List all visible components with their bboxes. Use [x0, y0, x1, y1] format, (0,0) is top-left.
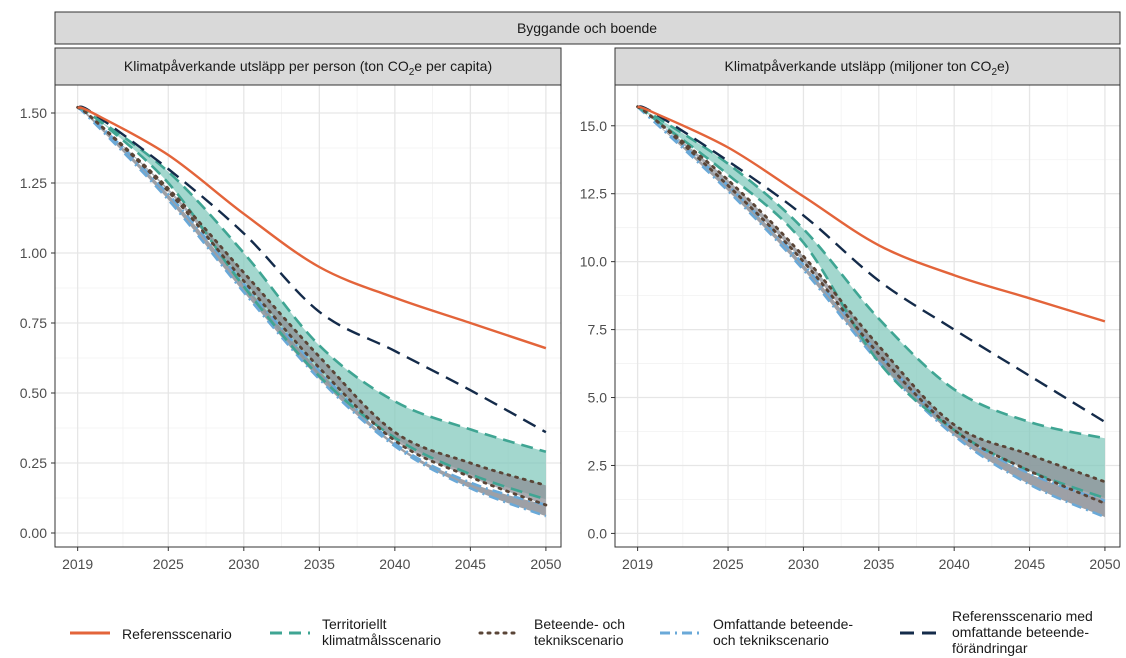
panel-border	[614, 84, 1121, 548]
legend-label-bt: Beteende- och teknikscenario	[534, 616, 625, 648]
legend-label-line: Referensscenario	[122, 626, 232, 642]
line-territoriellt-upper	[636, 105, 1106, 440]
y-tick-label: 0.00	[20, 525, 47, 541]
legend: Referensscenario Territoriellt klimatmålss…	[70, 608, 1093, 656]
y-tick-label: 1.00	[20, 245, 47, 261]
legend-label-obt: Omfattande beteende-och teknikscenario	[713, 616, 853, 648]
x-tick-label: 2019	[622, 556, 653, 572]
panel-per-capita: 0.00 0.25 0.50 0.75 1.00 1.25 1.50 2019 2025 2030…	[20, 84, 562, 572]
y-tick-label: 15.0	[580, 118, 607, 134]
panel-border	[54, 84, 562, 548]
legend-label-refb: Referensscenario med omfattande beteende-…	[952, 608, 1093, 656]
line-territoriellt-upper	[77, 106, 547, 454]
x-tick-label: 2045	[1014, 556, 1045, 572]
x-tick-label: 2050	[1089, 556, 1120, 572]
line-omfattande-upper	[636, 105, 1106, 503]
main-strip	[54, 11, 1121, 45]
band-territoriellt	[637, 106, 1105, 499]
legend-label-line: Referensscenario med	[952, 608, 1093, 624]
y-tick-label: 10.0	[580, 254, 607, 270]
x-tick-label: 2040	[939, 556, 970, 572]
y-tick-label: 1.25	[20, 175, 47, 191]
legend-label-line: förändringar	[952, 640, 1028, 656]
y-tick-label: 0.25	[20, 455, 47, 471]
y-tick-label: 5.0	[588, 390, 608, 406]
line-omfattande-lower	[76, 106, 547, 518]
legend-label-ref: Referensscenario	[122, 626, 232, 642]
x-tick-label: 2040	[379, 556, 410, 572]
line-referens-beteende	[77, 105, 547, 434]
band-beteende-teknik	[77, 107, 546, 506]
legend-label-line: Territoriellt	[322, 616, 387, 632]
panel-total: 0.0 2.5 5.0 7.5 10.0 12.5 15.0 2019 2025 2030 2035…	[580, 84, 1121, 572]
x-tick-label: 2030	[788, 556, 819, 572]
x-tick-label: 2035	[304, 556, 335, 572]
panel-1-strip	[54, 47, 562, 86]
panel-2-strip	[614, 47, 1121, 86]
x-tick-label: 2019	[62, 556, 93, 572]
legend-label-line: klimatmålsscenario	[322, 632, 441, 648]
x-tick-label: 2025	[712, 556, 743, 572]
band-omfattande	[637, 106, 1105, 518]
panel-2-title: Klimatpåverkande utsläpp (miljoner ton C…	[725, 58, 1010, 78]
x-tick-label: 2030	[228, 556, 259, 572]
line-territoriellt-lower	[77, 106, 547, 501]
x-tick-label: 2025	[153, 556, 184, 572]
y-tick-label: 0.75	[20, 315, 47, 331]
main-title: Byggande och boende	[517, 20, 657, 36]
line-beteende-upper	[76, 106, 548, 487]
y-tick-label: 1.50	[20, 105, 47, 121]
line-referensscenario	[637, 105, 1106, 323]
legend-label-line: och teknikscenario	[713, 632, 829, 648]
legend-label-line: Beteende- och	[534, 616, 625, 632]
line-omfattande-upper	[76, 106, 547, 507]
y-tick-label: 0.50	[20, 385, 47, 401]
line-referensscenario	[77, 106, 547, 350]
x-tick-label: 2050	[530, 556, 561, 572]
y-tick-label: 12.5	[580, 186, 607, 202]
y-tick-label: 2.5	[588, 457, 608, 473]
panel-1-title: Klimatpåverkande utsläpp per person (ton…	[124, 58, 492, 78]
line-referens-beteende	[637, 105, 1106, 424]
legend-label-line: omfattande beteende-	[952, 624, 1089, 640]
line-beteende-lower	[636, 105, 1107, 505]
band-territoriellt	[77, 107, 546, 500]
legend-label-line: Omfattande beteende-	[713, 616, 853, 632]
line-beteende-lower	[76, 106, 548, 507]
y-tick-label: 0.0	[588, 525, 608, 541]
x-tick-label: 2035	[863, 556, 894, 572]
y-tick-label: 7.5	[588, 322, 608, 338]
legend-label-terr: Territoriellt klimatmålsscenario	[322, 616, 441, 648]
x-tick-label: 2045	[455, 556, 486, 572]
legend-label-line: teknikscenario	[534, 632, 624, 648]
